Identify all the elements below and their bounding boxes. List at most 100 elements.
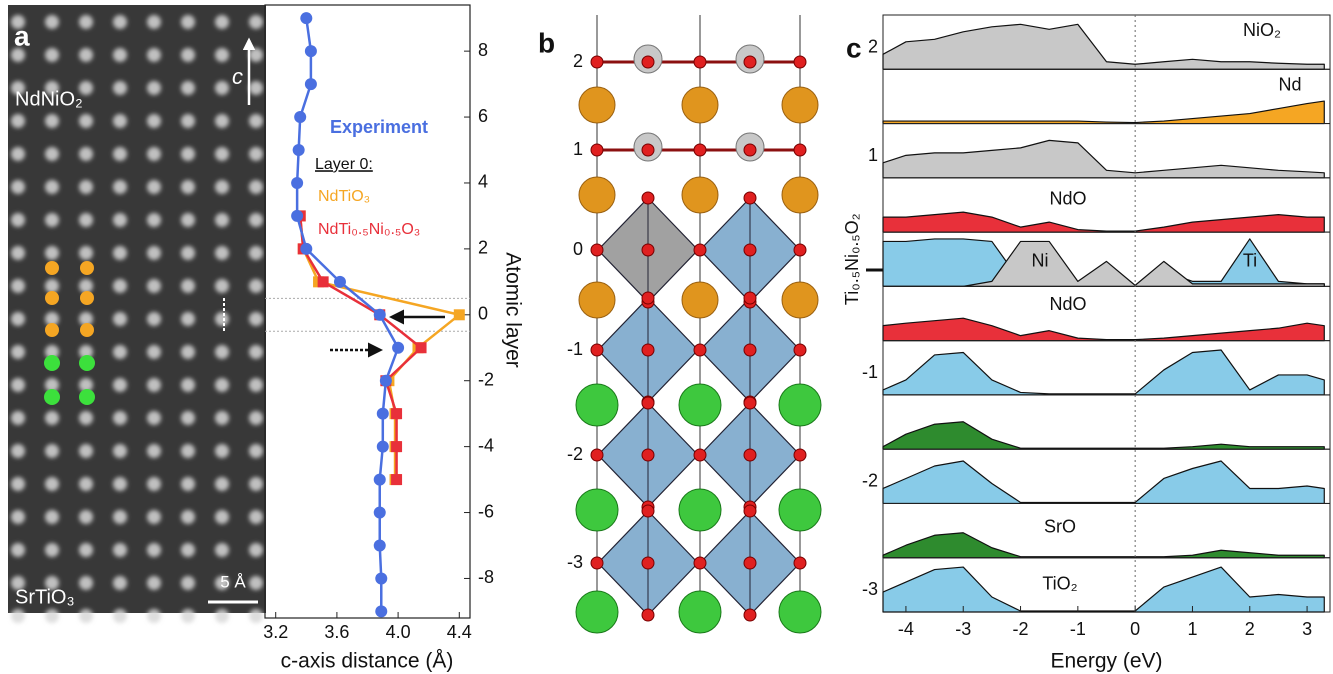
series-label: TiO₂ xyxy=(1042,574,1077,594)
atom-column xyxy=(215,510,229,524)
atom-column xyxy=(147,114,161,128)
atom-column xyxy=(79,543,93,557)
dos-area xyxy=(883,101,1324,123)
atom-column xyxy=(11,510,25,524)
dos-area xyxy=(883,318,1324,340)
atom-column xyxy=(79,609,93,623)
atom-column xyxy=(113,477,127,491)
sr-atom xyxy=(576,489,618,531)
series-line xyxy=(300,216,459,480)
layer-label: -1 xyxy=(567,339,583,359)
atom-column xyxy=(215,114,229,128)
o-atom xyxy=(642,449,654,461)
nd-atom xyxy=(579,282,615,318)
nd-atom xyxy=(579,177,615,213)
atom-column xyxy=(113,609,127,623)
image-label: NdNiO₂ xyxy=(15,88,83,110)
x-tick-label: 3 xyxy=(1302,619,1312,639)
atom-column xyxy=(45,477,59,491)
sr-atom xyxy=(779,591,821,633)
o-atom xyxy=(642,557,654,569)
atom-column xyxy=(113,213,127,227)
o-atom xyxy=(794,144,806,156)
layer-label: -2 xyxy=(862,470,878,490)
atom-column xyxy=(79,15,93,29)
nd-atom xyxy=(782,282,818,318)
o-atom xyxy=(694,557,706,569)
layer-label: 1 xyxy=(868,145,878,165)
atom-column xyxy=(181,180,195,194)
atom-column xyxy=(181,213,195,227)
sr-atom xyxy=(576,591,618,633)
atom-column xyxy=(147,48,161,62)
atom-column xyxy=(147,444,161,458)
data-point xyxy=(375,572,387,584)
atom-column xyxy=(215,213,229,227)
data-point xyxy=(377,408,389,420)
atom-column xyxy=(147,345,161,359)
o-atom xyxy=(744,397,756,409)
atom-column xyxy=(249,81,263,95)
atom-column xyxy=(113,576,127,590)
nd-atom xyxy=(682,282,718,318)
x-axis-label: Energy (eV) xyxy=(1050,650,1162,673)
o-atom xyxy=(642,609,654,621)
data-point xyxy=(374,539,386,551)
panel-label: a xyxy=(14,20,30,51)
atom-column xyxy=(147,510,161,524)
data-point xyxy=(334,276,346,288)
nd-atom xyxy=(782,87,818,123)
atom-column xyxy=(249,609,263,623)
nd-atom xyxy=(579,87,615,123)
atom-column xyxy=(79,114,93,128)
figure: a NdNiO₂ SrTiO₃ c 5 Å b c -8-6-4-2024683… xyxy=(0,0,1333,674)
atom-column xyxy=(113,345,127,359)
atom-column xyxy=(249,378,263,392)
data-point xyxy=(374,474,386,486)
x-tick-label: 0 xyxy=(1130,619,1140,639)
y-tick-label: 4 xyxy=(478,172,488,192)
atom-column xyxy=(113,510,127,524)
atom-column xyxy=(45,444,59,458)
o-atom xyxy=(591,144,603,156)
o-atom xyxy=(744,557,756,569)
atom-column xyxy=(79,477,93,491)
layer-label: 1 xyxy=(573,139,583,159)
atom-column xyxy=(181,576,195,590)
layer-label: -1 xyxy=(862,362,878,382)
atom-column xyxy=(113,15,127,29)
atom-column xyxy=(215,345,229,359)
legend-entry: NdTiO₃ xyxy=(318,188,370,205)
nd-atom xyxy=(682,177,718,213)
atom-column xyxy=(181,15,195,29)
sr-atom xyxy=(576,384,618,426)
dos-area xyxy=(883,350,1324,395)
o-atom xyxy=(744,505,756,517)
sr-atom xyxy=(779,489,821,531)
o-atom xyxy=(744,449,756,461)
layer-label: 2 xyxy=(573,51,583,71)
atom-column xyxy=(215,543,229,557)
atom-column xyxy=(147,543,161,557)
o-atom xyxy=(744,56,756,68)
dos-area xyxy=(883,461,1324,503)
x-tick-label: 4.4 xyxy=(447,622,472,642)
atom-column xyxy=(79,48,93,62)
dos-area xyxy=(883,422,1324,449)
y-axis-label: Atomic layer xyxy=(501,252,524,368)
x-axis-label: c-axis distance (Å) xyxy=(281,650,454,673)
o-atom xyxy=(794,244,806,256)
o-atom xyxy=(591,244,603,256)
x-tick-label: -3 xyxy=(955,619,971,639)
atom-column xyxy=(215,378,229,392)
legend-title: Layer 0: xyxy=(315,156,373,173)
atom-column xyxy=(147,312,161,326)
atom-column xyxy=(181,81,195,95)
axis-label: c xyxy=(232,64,243,89)
atom-column xyxy=(147,147,161,161)
o-atom xyxy=(744,292,756,304)
atom-column xyxy=(45,180,59,194)
y-tick-label: 8 xyxy=(478,40,488,60)
atom-column xyxy=(113,378,127,392)
y-tick-label: -8 xyxy=(478,567,494,587)
